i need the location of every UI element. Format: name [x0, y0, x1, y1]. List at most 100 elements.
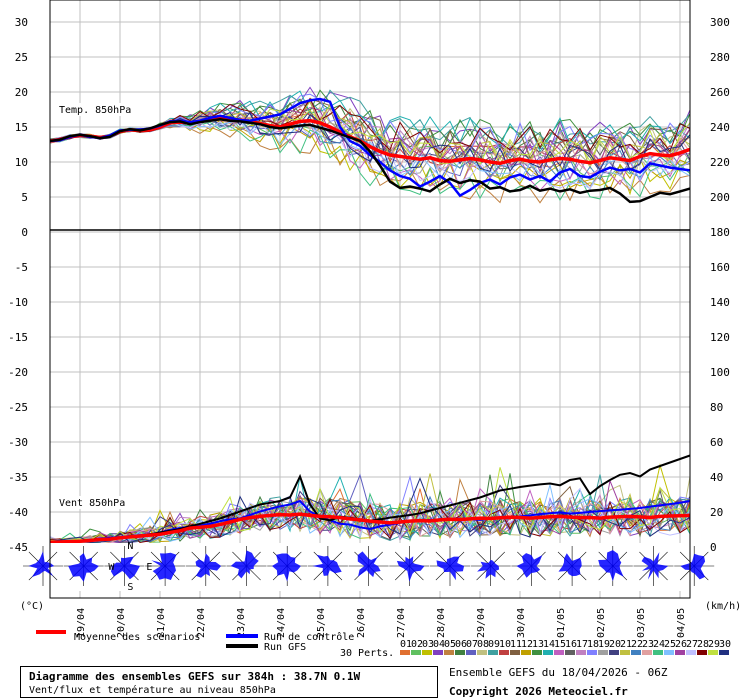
pert-legend-label: 20 [609, 639, 621, 650]
pert-legend-label: 02 [411, 639, 423, 650]
wind-rose [267, 546, 308, 586]
wind-rose [104, 546, 145, 586]
wind-roses: N E S W [23, 541, 715, 593]
legend-gfs-label: Run GFS [264, 642, 306, 653]
pert-legend-label: 11 [510, 639, 522, 650]
date-label: 04/05 [676, 608, 687, 638]
wind-rose [633, 546, 674, 586]
info-subtitle: Vent/flux et température au niveau 850hP… [29, 685, 276, 696]
rose-shape [396, 556, 425, 582]
date-label: 21/04 [156, 608, 167, 638]
pert-legend-label: 15 [554, 639, 566, 650]
pert-legend-label: 07 [466, 639, 478, 650]
pert-legend-label: 13 [532, 639, 544, 650]
wind-pert-line [49, 474, 691, 544]
compass-letter: N [127, 541, 133, 552]
rose-shape [111, 556, 140, 580]
rose-shape [477, 559, 500, 579]
pert-legend-swatch [455, 650, 465, 655]
rose-shape [436, 556, 465, 581]
legend-perts-label: 30 Perts. [340, 648, 394, 659]
pert-legend-label: 12 [521, 639, 533, 650]
legend-mean-label: Moyenne des scénarios [74, 631, 200, 643]
pert-legend-swatch [631, 650, 641, 655]
left-tick-label: 0 [21, 226, 28, 239]
pert-legend-label: 22 [631, 639, 643, 650]
right-tick-label: 280 [710, 51, 730, 64]
pert-legend-label: 17 [576, 639, 588, 650]
plot-frame [49, 0, 691, 599]
date-label: 30/04 [516, 608, 527, 638]
pert-legend-swatch [697, 650, 707, 655]
rose-shape [641, 552, 669, 580]
right-tick-label: 200 [710, 191, 730, 204]
wind-rose [430, 546, 470, 586]
date-label: 29/04 [476, 608, 487, 638]
date-label: 26/04 [356, 608, 367, 638]
pert-legend-swatch [598, 650, 608, 655]
pert-legend-label: 05 [444, 639, 456, 650]
left-tick-label: -30 [8, 436, 28, 449]
pert-legend-label: 25 [664, 639, 676, 650]
pert-legend-swatch [609, 650, 619, 655]
pert-legend-swatch [664, 650, 674, 655]
wind-rose [145, 546, 186, 586]
left-tick-label: -35 [8, 471, 28, 484]
pert-legend-label: 30 [719, 639, 731, 650]
pert-legend-swatch [433, 650, 443, 655]
date-label: 20/04 [116, 608, 127, 638]
rose-shape [28, 551, 55, 577]
date-label: 24/04 [276, 608, 287, 638]
pert-legend-swatch [400, 650, 410, 655]
rose-shape [151, 552, 177, 580]
pert-legend-label: 10 [499, 639, 511, 650]
pert-legend-swatch [686, 650, 696, 655]
rose-shape [357, 551, 381, 578]
wind-mean-line [49, 512, 691, 544]
right-tick-label: 120 [710, 331, 730, 344]
right-tick-label: 100 [710, 366, 730, 379]
wind-rose [470, 546, 511, 586]
wind-pert-line [49, 484, 691, 544]
compass-letter: E [146, 562, 152, 573]
copyright: Copyright 2026 Meteociel.fr [449, 685, 628, 698]
pert-legend-swatch [411, 650, 421, 655]
wind-rose [511, 546, 552, 586]
right-tick-label: 160 [710, 261, 730, 274]
wind-rose [674, 546, 715, 586]
pert-legend-label: 16 [565, 639, 577, 650]
rose-shape [680, 553, 706, 580]
rose-shape [516, 553, 543, 578]
pert-legend-swatch [587, 650, 597, 655]
left-tick-label: 25 [15, 51, 28, 64]
date-label: 28/04 [436, 608, 447, 638]
pert-legend-swatch [620, 650, 630, 655]
rose-shape [195, 553, 222, 578]
left-tick-label: -40 [8, 506, 28, 519]
pert-legend-swatch [521, 650, 531, 655]
pert-legend-swatch [719, 650, 729, 655]
left-tick-label: -15 [8, 331, 28, 344]
pert-legend-label: 09 [488, 639, 500, 650]
plot-area [50, 0, 690, 543]
wind-rose [389, 546, 430, 586]
info-title: Diagramme des ensembles GEFS sur 384h : … [29, 670, 361, 683]
date-label: 22/04 [196, 608, 207, 638]
pert-legend-swatch [565, 650, 575, 655]
wind-pert-line [49, 487, 691, 544]
pert-legend-swatch [510, 650, 520, 655]
left-tick-label: -20 [8, 366, 28, 379]
left-tick-label: 20 [15, 86, 28, 99]
pert-legend-label: 27 [686, 639, 698, 650]
right-tick-label: 40 [710, 471, 723, 484]
date-label: 01/05 [556, 608, 567, 638]
pert-legend-label: 28 [697, 639, 709, 650]
left-axis-ticks: 30 25 20 15 10 5 0 -5 -10 -15 -20 -25 -30 -35 -40 -45 [8, 16, 28, 554]
pert-legend-swatch [576, 650, 586, 655]
pert-legend-label: 26 [675, 639, 687, 650]
wind-pert-line [49, 498, 691, 544]
left-tick-label: 5 [21, 191, 28, 204]
pert-legend-label: 23 [642, 639, 654, 650]
pert-legend-label: 08 [477, 639, 489, 650]
